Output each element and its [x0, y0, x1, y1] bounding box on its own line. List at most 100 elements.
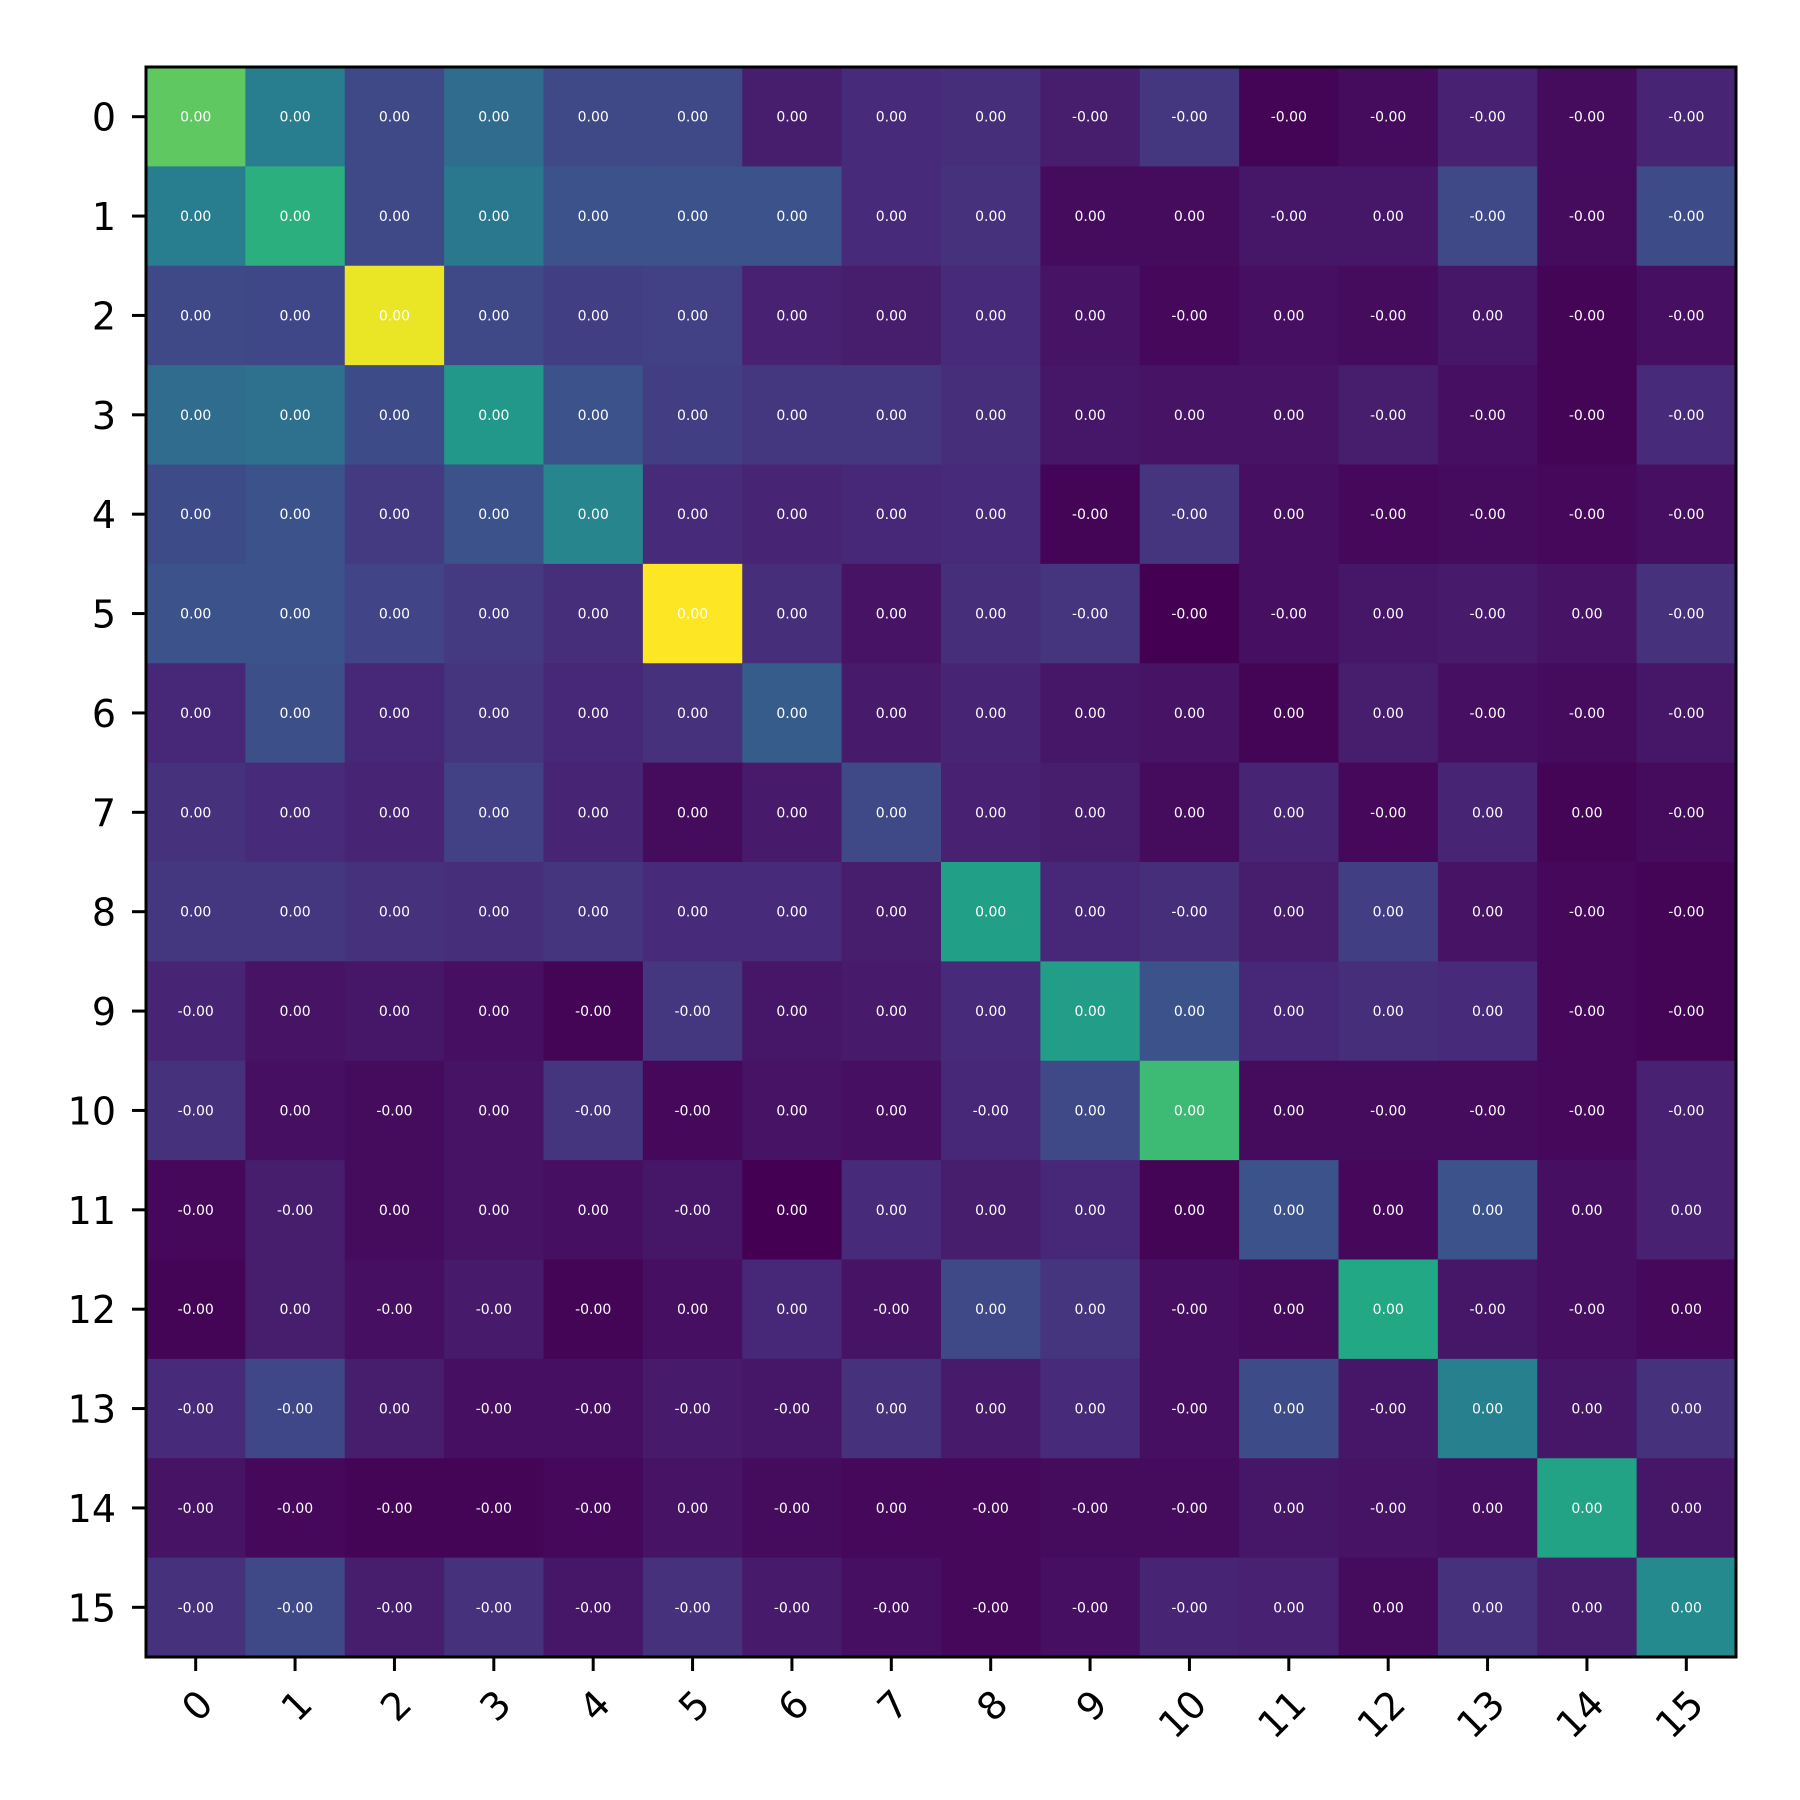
cell-value-label: -0.00 [178, 1402, 214, 1418]
x-tick-label: 15 [1647, 1682, 1712, 1747]
heatmap-cell-r14-c0 [146, 1458, 246, 1559]
cell-value-label: 0.00 [1273, 1203, 1304, 1219]
cell-value-label: -0.00 [178, 1600, 214, 1616]
heatmap-cell-r10-c11 [1239, 1060, 1340, 1161]
heatmap-cell-r3-c13 [1437, 365, 1538, 466]
heatmap-cell-r4-c2 [344, 464, 445, 565]
cell-value-label: -0.00 [575, 1501, 611, 1517]
heatmap-cell-r7-c12 [1338, 762, 1439, 863]
cell-value-label: -0.00 [1569, 209, 1605, 225]
heatmap-cell-r7-c9 [1040, 762, 1141, 863]
cell-value-label: 0.00 [578, 408, 609, 424]
cell-value-label: -0.00 [973, 1501, 1009, 1517]
heatmap-cell-r2-c1 [245, 265, 346, 366]
cell-value-label: 0.00 [1273, 1302, 1304, 1318]
cell-value-label: 0.00 [279, 607, 310, 623]
heatmap-cell-r11-c1 [245, 1160, 346, 1261]
x-tick-label: 2 [372, 1682, 420, 1730]
heatmap-cell-r4-c7 [841, 464, 942, 565]
heatmap-cell-r15-c2 [344, 1557, 445, 1658]
heatmap-cell-r7-c2 [344, 762, 445, 863]
heatmap-cell-r15-c15 [1636, 1557, 1737, 1658]
cell-value-label: -0.00 [1271, 607, 1307, 623]
cell-value-label: 0.00 [578, 607, 609, 623]
cell-value-label: 0.00 [975, 1004, 1006, 1020]
y-tick-label: 10 [68, 1089, 116, 1133]
cell-value-label: 0.00 [379, 607, 410, 623]
cell-value-label: -0.00 [1469, 110, 1505, 126]
heatmap-cell-r12-c0 [146, 1259, 246, 1360]
heatmap-cell-r14-c3 [444, 1458, 545, 1559]
heatmap-cell-r12-c13 [1437, 1259, 1538, 1360]
heatmap-cell-r13-c4 [543, 1358, 644, 1459]
cell-value-label: 0.00 [279, 209, 310, 225]
cell-value-label: 0.00 [1074, 308, 1105, 324]
x-axis: 0 1 2 3 4 5 6 7 8 9 10 11 12 13 14 15 [173, 1657, 1712, 1747]
cell-value-label: -0.00 [1469, 607, 1505, 623]
cell-value-label: 0.00 [1074, 1004, 1105, 1020]
cell-value-label: 0.00 [180, 408, 211, 424]
cell-value-label: 0.00 [279, 1004, 310, 1020]
cell-value-label: 0.00 [975, 706, 1006, 722]
heatmap-cell-r3-c10 [1139, 365, 1240, 466]
cell-value-label: 0.00 [677, 308, 708, 324]
heatmap-cell-r15-c8 [941, 1557, 1041, 1658]
heatmap-cell-r0-c8 [941, 67, 1041, 167]
heatmap-cell-r7-c11 [1239, 762, 1340, 863]
heatmap-cell-r11-c5 [642, 1160, 743, 1261]
heatmap-cell-r5-c11 [1239, 563, 1340, 664]
cell-value-label: 0.00 [180, 110, 211, 126]
cell-value-label: 0.00 [379, 1004, 410, 1020]
y-tick-label: 13 [68, 1388, 116, 1432]
heatmap-cell-r0-c13 [1437, 67, 1538, 167]
cell-value-label: -0.00 [1370, 1402, 1406, 1418]
heatmap-cell-r12-c6 [742, 1259, 843, 1360]
cell-value-label: 0.00 [180, 209, 211, 225]
cell-value-label: 0.00 [1472, 1004, 1503, 1020]
heatmap-cell-r5-c12 [1338, 563, 1439, 664]
cell-value-label: -0.00 [774, 1402, 810, 1418]
x-tick-label: 0 [173, 1682, 221, 1730]
heatmap-cell-r13-c12 [1338, 1358, 1439, 1459]
y-tick-label: 11 [68, 1189, 116, 1233]
cell-value-label: 0.00 [1273, 905, 1304, 921]
cell-value-label: -0.00 [1668, 607, 1704, 623]
heatmap-cell-r6-c15 [1636, 663, 1737, 764]
heatmap-cell-r0-c11 [1239, 67, 1340, 167]
cell-value-label: -0.00 [774, 1501, 810, 1517]
cell-value-label: 0.00 [478, 1103, 509, 1119]
heatmap-cell-r12-c15 [1636, 1259, 1737, 1360]
cell-value-label: 0.00 [1472, 1501, 1503, 1517]
heatmap-cell-r4-c11 [1239, 464, 1340, 565]
heatmap-cell-r13-c10 [1139, 1358, 1240, 1459]
heatmap-cell-r7-c3 [444, 762, 545, 863]
heatmap-cell-r2-c8 [941, 265, 1041, 366]
cell-value-label: -0.00 [1469, 408, 1505, 424]
heatmap-cell-r1-c8 [941, 166, 1041, 267]
cell-value-label: 0.00 [478, 110, 509, 126]
cell-value-label: 0.00 [776, 209, 807, 225]
cell-value-label: 0.00 [1273, 1501, 1304, 1517]
cell-value-label: 0.00 [379, 805, 410, 821]
cell-value-label: 0.00 [1074, 1302, 1105, 1318]
cell-value-label: 0.00 [180, 905, 211, 921]
heatmap-cell-r12-c4 [543, 1259, 644, 1360]
cell-value-label: 0.00 [776, 1203, 807, 1219]
heatmap-cell-r13-c2 [344, 1358, 445, 1459]
heatmap-cell-r3-c4 [543, 365, 644, 466]
cell-value-label: 0.00 [1472, 805, 1503, 821]
cell-value-label: 0.00 [279, 110, 310, 126]
heatmap-cell-r8-c12 [1338, 862, 1439, 962]
cell-value-label: -0.00 [277, 1402, 313, 1418]
heatmap-cells [146, 67, 1737, 1658]
cell-value-label: -0.00 [973, 1103, 1009, 1119]
heatmap-cell-r0-c4 [543, 67, 644, 167]
cell-value-label: 0.00 [180, 308, 211, 324]
cell-value-label: 0.00 [279, 507, 310, 523]
heatmap-cell-r15-c14 [1537, 1557, 1638, 1658]
cell-value-label: -0.00 [1668, 706, 1704, 722]
cell-value-label: 0.00 [975, 607, 1006, 623]
cell-value-label: -0.00 [873, 1600, 909, 1616]
cell-value-label: 0.00 [876, 408, 907, 424]
heatmap-cell-r10-c6 [742, 1060, 843, 1161]
